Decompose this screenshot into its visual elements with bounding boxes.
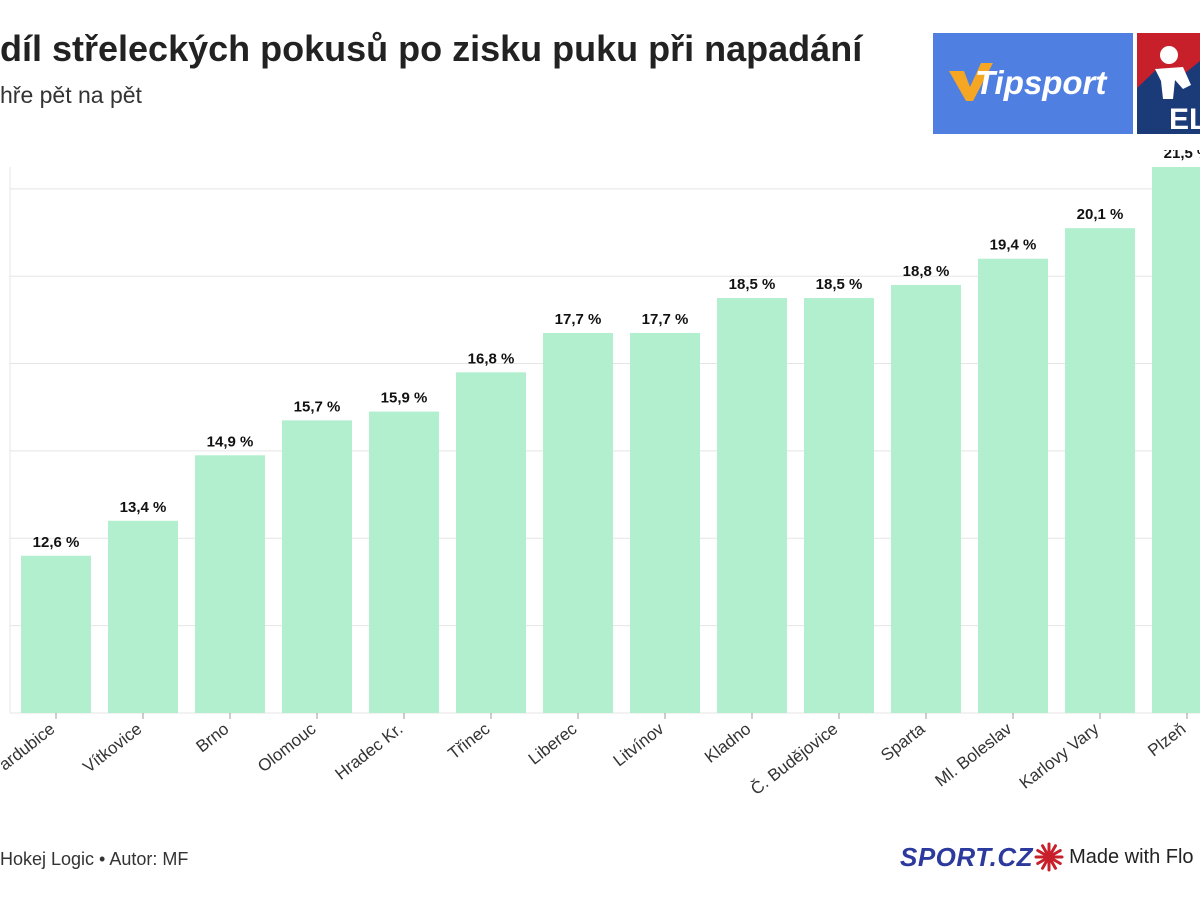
value-label: 16,8 %: [468, 350, 515, 367]
x-tick-label: Brno: [192, 719, 232, 756]
sport-cz-logo: SPORT.CZ: [900, 841, 1034, 872]
value-label: 18,8 %: [903, 263, 950, 280]
value-label: 13,4 %: [120, 499, 167, 516]
value-label: 15,7 %: [294, 398, 341, 415]
logo-text: Tipsport: [975, 64, 1108, 101]
bar: [630, 332, 700, 713]
value-label: 19,4 %: [990, 237, 1037, 254]
value-label: 21,5 %: [1164, 150, 1200, 162]
bar: [21, 555, 91, 713]
bar: [456, 372, 526, 713]
value-label: 20,1 %: [1077, 206, 1124, 223]
bar: [978, 258, 1048, 713]
value-label: 17,7 %: [555, 311, 602, 328]
logo-graphic: Tipsport EL: [933, 33, 1200, 136]
bar: [804, 298, 874, 713]
source-note: Hokej Logic • Autor: MF: [0, 849, 189, 869]
bar: [1065, 228, 1135, 713]
x-tick-label: Karlovy Vary: [1016, 719, 1103, 793]
tipsport-extraliga-logo: Tipsport EL: [933, 33, 1200, 136]
bars: [21, 167, 1200, 713]
x-tick-label: Liberec: [525, 719, 581, 769]
value-label: 18,5 %: [816, 276, 863, 293]
x-tick-label: Hradec Kr.: [331, 719, 406, 783]
bar-chart: 12,6 % 13,4 % 14,9 % 15,7 % 15,9 % 16,8 % 17,7…: [0, 150, 1200, 799]
flourish-star-icon: [1034, 842, 1064, 872]
x-tick-label: Sparta: [877, 719, 929, 765]
x-axis-labels: Pardubice Vítkovice Brno Olomouc Hradec Kr. T…: [0, 713, 1189, 799]
x-tick-label: Olomouc: [254, 719, 320, 776]
bar: [1152, 167, 1200, 713]
bar: [282, 420, 352, 713]
bar: [543, 332, 613, 713]
x-tick-label: Vítkovice: [79, 719, 145, 776]
bar: [717, 298, 787, 713]
footer-brand: SPORT.CZ Made with Flo: [900, 840, 1194, 874]
x-tick-label: Litvínov: [610, 719, 668, 770]
x-tick-label: Plzeň: [1144, 719, 1189, 760]
bar: [108, 520, 178, 713]
made-with-flourish-text: Made with Flo: [1069, 845, 1194, 868]
x-tick-label: Pardubice: [0, 719, 58, 781]
chart-subtitle: hře pět na pět: [0, 82, 142, 108]
logo-extra-text: EL: [1169, 103, 1200, 134]
value-label: 15,9 %: [381, 390, 428, 407]
chart-title: díl střeleckých pokusů po zisku puku při…: [0, 28, 863, 69]
x-tick-label: Třinec: [445, 719, 494, 763]
x-tick-label: Kladno: [701, 719, 754, 767]
value-label: 18,5 %: [729, 276, 776, 293]
value-labels: 12,6 % 13,4 % 14,9 % 15,7 % 15,9 % 16,8 % 17,7…: [33, 150, 1200, 551]
value-label: 17,7 %: [642, 311, 689, 328]
x-tick-label: Ml. Boleslav: [932, 719, 1016, 791]
bar: [195, 455, 265, 713]
bar: [369, 411, 439, 713]
value-label: 14,9 %: [207, 433, 254, 450]
bar: [891, 284, 961, 713]
x-tick-label: Č. Budějovice: [747, 719, 841, 799]
value-label: 12,6 %: [33, 534, 80, 551]
